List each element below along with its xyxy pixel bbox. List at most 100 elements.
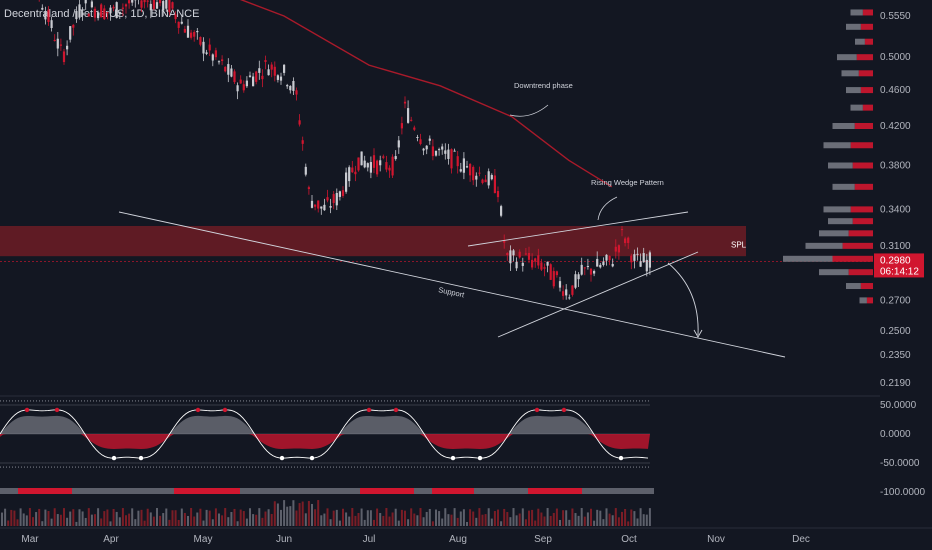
status-strip-cell [330,488,336,494]
candle-body [304,166,307,175]
status-strip-cell [318,488,324,494]
candle-body [295,90,298,95]
candle-body [431,146,434,157]
candle-body [227,64,230,75]
volume-bar [78,509,81,526]
volume-bar [376,508,379,526]
candle-body [168,0,171,13]
volume-bar [317,500,320,526]
status-strip-cell [18,488,24,494]
candle-body [493,175,496,194]
candle-body [413,127,416,130]
volume-bar [267,509,270,526]
volume-bar [81,511,84,526]
volume-bar [174,510,177,526]
volume-bar [373,519,375,526]
volume-bar [500,521,503,526]
status-strip-cell [240,488,246,494]
candle-body [509,250,512,264]
volume-bar [509,517,512,526]
volume-bar [199,508,202,526]
volume-bar [413,513,416,526]
status-strip-cell [372,488,378,494]
candle-body [354,171,357,175]
candle-body [608,255,611,261]
candle-body [481,179,484,183]
volume-bar [66,517,69,526]
candle-body [630,255,633,263]
candle-body [298,120,301,125]
volume-bar [289,506,292,526]
volume-bar [351,508,354,526]
volume-bar [580,508,583,526]
status-strip-cell [102,488,108,494]
annotation-support: Support [438,285,466,299]
status-strip-cell [216,488,222,494]
candle-body [648,252,651,268]
volume-bar [407,519,410,526]
osc-pivot-dot [477,455,483,461]
candle-body [128,0,131,4]
candle-body [199,37,202,45]
candle-body [568,297,571,299]
candle-body [465,166,469,168]
volume-profile-bar [852,162,873,169]
status-strip-cell [264,488,270,494]
price-tick-label: 0.4200 [880,121,911,132]
candle-body [490,175,493,180]
volume-bar [180,508,183,526]
candle-body [521,262,524,266]
time-tick-label: Apr [103,534,119,545]
volume-profile-bar [864,38,873,45]
status-strip-cell [348,488,354,494]
volume-bar [10,509,13,526]
volume-bar [506,512,509,526]
volume-bar [617,517,620,526]
volume-bar [648,508,651,526]
volume-bar [537,508,540,526]
volume-bar [109,521,112,526]
volume-bar [255,514,258,526]
volume-profile-bar [846,23,861,30]
candle-body [419,139,422,144]
volume-bar [621,511,623,526]
status-strip-cell [312,488,318,494]
volume-profile-bar [854,122,873,129]
volume-bar [47,510,50,526]
status-strip-cell [408,488,414,494]
candle-body [264,60,267,62]
candle-body [487,171,490,186]
candle-body [66,45,69,50]
volume-profile-bar [860,87,873,94]
candle-body [310,200,314,208]
status-strip-cell [420,488,426,494]
candle-body [103,8,106,20]
volume-bar [627,521,630,526]
candle-body [205,52,208,54]
downtrend-callout-arrow [509,104,549,117]
candle-body [267,69,270,76]
volume-bar [261,517,264,526]
volume-bar [171,510,174,526]
candle-body [500,206,503,216]
osc-negative-area [0,434,650,449]
candle-body [47,9,50,22]
candle-body [329,206,332,208]
candle-body [531,259,534,268]
volume-bar [518,513,521,526]
volume-profile-bar [855,38,865,45]
volume-bar [7,520,10,526]
volume-bar [35,512,38,526]
volume-bar [106,509,109,526]
price-tick-label: 0.5000 [880,52,911,63]
candle-body [372,155,376,168]
osc-tick-label: 50.0000 [880,400,917,411]
candle-body [81,12,84,16]
candle-body [100,4,103,18]
volume-bar [441,518,444,526]
time-tick-label: Sep [534,534,552,545]
volume-bar [165,508,168,526]
volume-bar [332,510,335,526]
osc-pivot-dot [222,407,228,413]
